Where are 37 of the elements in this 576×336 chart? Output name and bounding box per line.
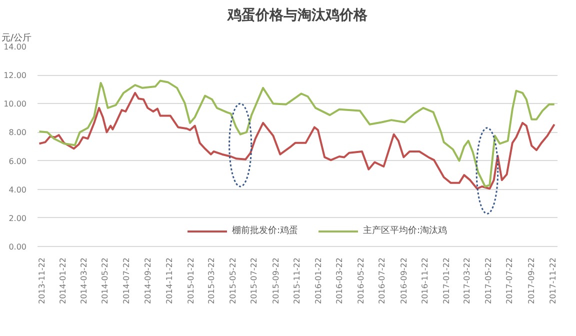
chart-title: 鸡蛋价格与淘汰鸡价格 <box>226 8 368 24</box>
y-tick-label: 0.00 <box>8 242 26 252</box>
x-tick-label: 2016-01-22 <box>314 257 323 304</box>
x-tick-label: 2015-01-22 <box>186 257 196 304</box>
x-tick-label: 2016-05-22 <box>356 257 366 304</box>
y-tick-label: 12.00 <box>4 71 27 80</box>
x-tick-label: 2015-07-22 <box>250 257 259 304</box>
y-tick-label: 6.00 <box>8 156 26 166</box>
x-tick-label: 2016-03-22 <box>334 257 344 304</box>
y-tick-label: 10.00 <box>4 100 27 109</box>
y-axis-title: 元/公斤 <box>2 32 32 44</box>
x-tick-label: 2017-11-22 <box>548 257 558 304</box>
x-tick-label: 2017-05-22 <box>484 257 493 304</box>
x-tick-label: 2014-07-22 <box>122 257 131 304</box>
x-tick-label: 2016-11-22 <box>420 257 430 304</box>
x-tick-label: 2016-07-22 <box>378 257 387 304</box>
x-tick-label: 2014-11-22 <box>164 257 174 304</box>
x-tick-label: 2015-05-22 <box>228 257 238 304</box>
y-tick-label: 14.00 <box>4 42 27 52</box>
y-tick-label: 2.00 <box>8 214 26 223</box>
legend-label: 主产区平均价:淘汰鸡 <box>363 224 448 237</box>
x-tick-label: 2017-03-22 <box>462 257 472 304</box>
legend-label: 棚前批发价:鸡蛋 <box>232 224 298 237</box>
x-tick-label: 2017-07-22 <box>505 257 514 304</box>
x-tick-label: 2017-09-22 <box>526 257 536 304</box>
x-tick-label: 2015-09-22 <box>271 257 280 304</box>
x-tick-label: 2017-01-22 <box>442 257 451 304</box>
x-tick-label: 2014-05-22 <box>100 257 110 304</box>
y-tick-label: 4.00 <box>8 185 26 194</box>
x-tick-label: 2015-03-22 <box>206 257 216 304</box>
x-tick-label: 2016-09-22 <box>399 257 408 304</box>
x-tick-label: 2015-11-22 <box>292 257 302 304</box>
y-tick-label: 8.00 <box>8 128 26 138</box>
x-tick-label: 2013-11-22 <box>37 257 46 304</box>
x-tick-label: 2014-03-22 <box>79 257 88 304</box>
x-tick-label: 2014-01-22 <box>58 257 68 304</box>
x-tick-label: 2014-09-22 <box>144 257 153 304</box>
